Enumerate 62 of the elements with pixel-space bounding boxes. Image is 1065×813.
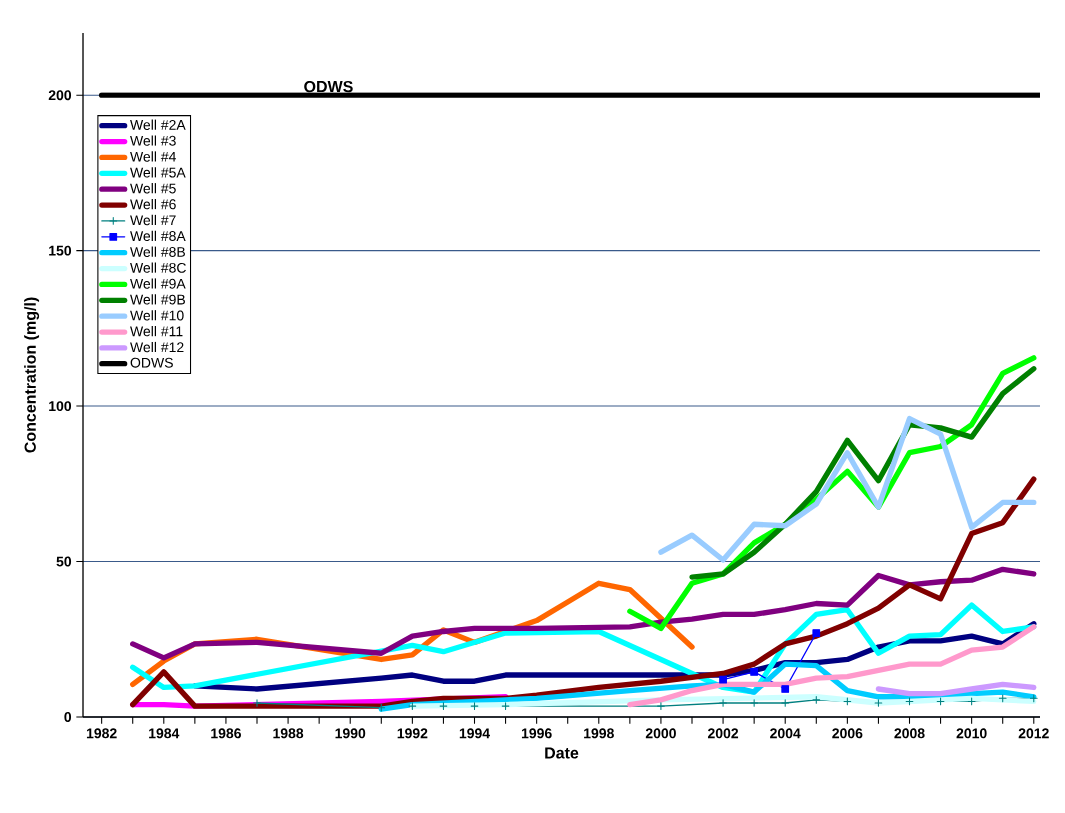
point [750, 699, 759, 707]
x-tick-label: 2004 [770, 728, 801, 739]
point [998, 694, 1007, 703]
annotation: ODWS [304, 80, 353, 93]
y-tick-label: 150 [49, 245, 72, 256]
x-tick-label: 2000 [645, 728, 676, 739]
legend-label: Well #8B [130, 246, 185, 257]
point [719, 675, 727, 684]
legend-label: Well #2A [130, 119, 186, 130]
legend-label: Well #8A [130, 230, 186, 242]
point [470, 702, 479, 710]
legend-label: Well #10 [130, 310, 184, 321]
legend-label: Well #4 [130, 151, 176, 162]
x-tick-label: 2012 [1018, 728, 1049, 739]
x-tick-label: 1998 [584, 728, 614, 739]
point [936, 697, 945, 706]
x-tick-label: 1994 [459, 728, 490, 739]
legend-label: Well #7 [130, 214, 176, 226]
legend-label: Well #5A [130, 167, 186, 178]
legend-label: Well #3 [130, 135, 176, 146]
point [905, 697, 914, 706]
point [874, 699, 883, 707]
x-tick-label: 2006 [832, 728, 863, 739]
legend-label: ODWS [130, 357, 173, 368]
point [253, 699, 261, 707]
point [408, 702, 417, 710]
point [812, 696, 821, 704]
y-tick-label: 0 [64, 712, 72, 722]
legend-label: Well #12 [130, 341, 184, 353]
x-tick-label: 1986 [211, 728, 241, 739]
x-tick-label: 1984 [149, 728, 180, 739]
point [843, 697, 852, 706]
legend-label: Well #8C [130, 262, 186, 273]
x-tick-label: 1982 [86, 728, 117, 739]
y-tick-label: 50 [56, 556, 72, 567]
x-tick-label: 1996 [521, 728, 552, 739]
x-tick-label: 2002 [707, 728, 739, 739]
point [719, 699, 727, 707]
point [439, 702, 448, 710]
point [1029, 694, 1038, 703]
y-tick-label: 100 [49, 401, 72, 412]
x-tick-label: 2008 [894, 728, 925, 739]
x-tick-label: 1992 [397, 728, 428, 739]
legend-label: Well #11 [130, 326, 183, 337]
point [812, 629, 821, 637]
x-tick-label: 2010 [956, 728, 987, 739]
point [501, 702, 510, 710]
legend-label: Well #9A [130, 278, 186, 289]
point [750, 668, 759, 676]
legend-label: Well #5 [130, 183, 176, 194]
x-axis-title: Date [545, 747, 579, 759]
point [657, 702, 665, 710]
point [377, 703, 386, 712]
y-tick-label: 200 [48, 90, 72, 101]
legend-label: Well #6 [130, 198, 176, 210]
point [781, 685, 790, 693]
y-axis-title: Concentration (mg/l) [24, 297, 40, 453]
x-tick-label: 1990 [335, 728, 366, 739]
point [781, 699, 790, 707]
legend-label: Well #9B [130, 294, 185, 305]
x-tick-label: 1988 [273, 728, 304, 739]
point [967, 697, 976, 706]
